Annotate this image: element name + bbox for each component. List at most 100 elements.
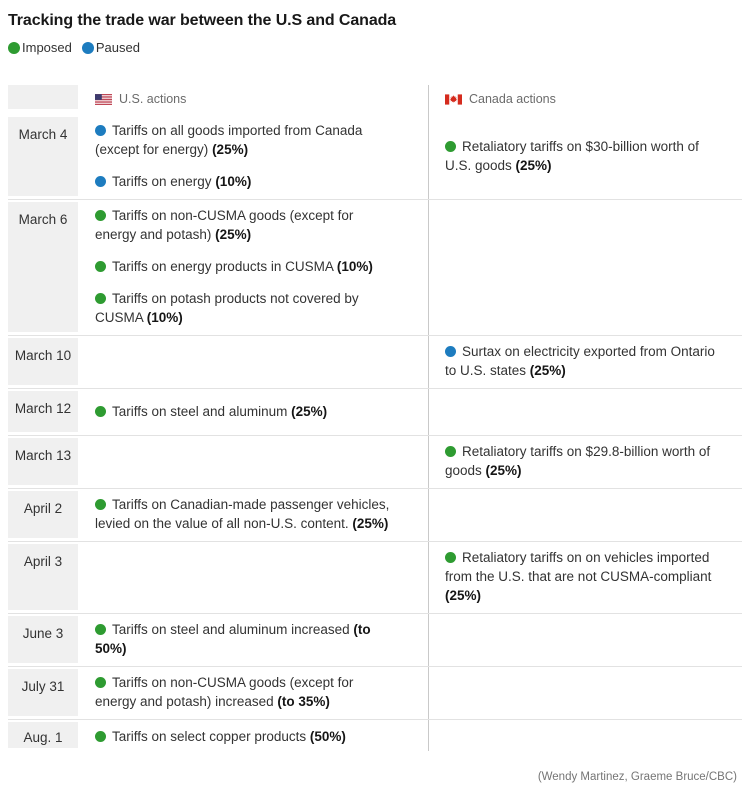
- canada-actions-cell: Surtax on electricity exported from Onta…: [428, 336, 742, 388]
- date-label: March 6: [18, 212, 68, 227]
- canada-actions-cell: [428, 720, 742, 751]
- action-item: Surtax on electricity exported from Onta…: [445, 342, 722, 380]
- date-column-header: [8, 85, 78, 109]
- action-item: Tariffs on all goods imported from Canad…: [95, 121, 398, 159]
- action-rate: (25%): [529, 363, 566, 378]
- status-dot-icon: [95, 405, 106, 417]
- action-rate: (10%): [215, 174, 252, 189]
- us-actions-header: U.S. actions: [78, 85, 428, 115]
- action-text: Retaliatory tariffs on on vehicles impor…: [445, 550, 712, 584]
- date-label: July 31: [21, 679, 65, 694]
- canada-actions-cell: [428, 489, 742, 541]
- date-cell: Aug. 1: [8, 722, 78, 748]
- table-header-row: U.S. actions Canada actions: [8, 85, 742, 115]
- canada-flag-icon: [445, 93, 462, 105]
- date-cell: June 3: [8, 616, 78, 663]
- canada-actions-cell: [428, 389, 742, 435]
- action-item: Tariffs on Canadian-made passenger vehic…: [95, 495, 398, 533]
- canada-actions-cell: Retaliatory tariffs on $30-billion worth…: [428, 115, 742, 199]
- date-label: March 13: [14, 448, 72, 463]
- legend-label-imposed: Imposed: [22, 40, 72, 55]
- us-actions-cell: Tariffs on non-CUSMA goods (except for e…: [78, 200, 428, 335]
- paused-dot-icon: [81, 41, 94, 54]
- action-item: Tariffs on energy products in CUSMA (10%…: [95, 257, 398, 276]
- credit-line: (Wendy Martinez, Graeme Bruce/CBC): [537, 771, 737, 783]
- action-rate: (25%): [212, 142, 249, 157]
- date-cell: March 10: [8, 338, 78, 385]
- date-cell: March 12: [8, 391, 78, 432]
- action-item: Tariffs on energy (10%): [95, 172, 398, 191]
- action-text: Tariffs on non-CUSMA goods (except for e…: [95, 675, 354, 709]
- canada-actions-cell: [428, 614, 742, 666]
- us-flag-icon: [95, 93, 112, 105]
- date-cell: July 31: [8, 669, 78, 716]
- date-label: Aug. 1: [23, 730, 63, 745]
- action-text: Tariffs on steel and aluminum: [112, 403, 292, 419]
- date-cell: April 2: [8, 491, 78, 538]
- action-text: Tariffs on energy products in CUSMA: [112, 259, 337, 274]
- action-text: Retaliatory tariffs on $30-billion worth…: [445, 139, 699, 173]
- action-text: Retaliatory tariffs on $29.8-billion wor…: [445, 444, 711, 478]
- date-label: April 3: [23, 554, 63, 569]
- status-dot-icon: [95, 261, 106, 272]
- legend-item-imposed: Imposed: [8, 40, 72, 55]
- action-item: Tariffs on non-CUSMA goods (except for e…: [95, 206, 398, 244]
- us-actions-cell: [78, 336, 428, 388]
- date-label: March 4: [18, 127, 68, 142]
- action-item: Retaliatory tariffs on $30-billion worth…: [445, 137, 722, 175]
- us-actions-cell: Tariffs on steel and aluminum increased …: [78, 614, 428, 666]
- table-row: March 10 Surtax on electricity exported …: [8, 335, 742, 388]
- action-rate: (50%): [309, 728, 346, 744]
- table-row: Aug. 1 Tariffs on select copper products…: [8, 719, 742, 751]
- us-actions-cell: Tariffs on all goods imported from Canad…: [78, 115, 428, 199]
- table-row: March 13 Retaliatory tariffs on $29.8-bi…: [8, 435, 742, 488]
- table-row: July 31 Tariffs on non-CUSMA goods (exce…: [8, 666, 742, 719]
- canada-actions-header-label: Canada actions: [469, 92, 556, 106]
- status-dot-icon: [445, 346, 456, 357]
- table-row: April 3 Retaliatory tariffs on on vehicl…: [8, 541, 742, 613]
- action-rate: (10%): [146, 310, 183, 325]
- action-item: Tariffs on steel and aluminum increased …: [95, 620, 398, 658]
- action-rate: (25%): [445, 588, 482, 603]
- us-actions-cell: Tariffs on Canadian-made passenger vehic…: [78, 489, 428, 541]
- status-dot-icon: [95, 210, 106, 221]
- status-dot-icon: [95, 176, 106, 187]
- action-text: Tariffs on potash products not covered b…: [95, 291, 359, 325]
- action-text: Tariffs on select copper products: [112, 728, 310, 744]
- us-actions-cell: Tariffs on select copper products (50%): [78, 720, 428, 751]
- action-rate: (25%): [515, 158, 552, 173]
- table-row: March 12 Tariffs on steel and aluminum (…: [8, 388, 742, 435]
- action-rate: (to 35%): [277, 694, 330, 709]
- status-dot-icon: [95, 730, 106, 742]
- us-actions-cell: [78, 436, 428, 488]
- status-dot-icon: [95, 125, 106, 136]
- action-item: Retaliatory tariffs on $29.8-billion wor…: [445, 442, 722, 480]
- date-cell: April 3: [8, 544, 78, 610]
- status-dot-icon: [445, 552, 456, 563]
- date-cell: March 13: [8, 438, 78, 485]
- date-label: April 2: [23, 501, 63, 516]
- canada-actions-cell: [428, 200, 742, 335]
- action-text: Tariffs on non-CUSMA goods (except for e…: [95, 208, 354, 242]
- status-dot-icon: [95, 293, 106, 304]
- table-row: April 2 Tariffs on Canadian-made passeng…: [8, 488, 742, 541]
- action-rate: (25%): [291, 403, 328, 419]
- status-dot-icon: [445, 141, 456, 152]
- action-rate: (to 50%): [95, 622, 371, 656]
- table-row: March 4 Tariffs on all goods imported fr…: [8, 115, 742, 199]
- canada-actions-cell: Retaliatory tariffs on on vehicles impor…: [428, 542, 742, 613]
- date-label: March 12: [14, 401, 72, 416]
- canada-actions-header: Canada actions: [428, 85, 742, 115]
- status-dot-icon: [95, 677, 106, 688]
- us-actions-cell: Tariffs on non-CUSMA goods (except for e…: [78, 667, 428, 719]
- action-item: Tariffs on non-CUSMA goods (except for e…: [95, 673, 398, 711]
- status-dot-icon: [95, 624, 106, 635]
- action-rate: (10%): [336, 259, 373, 274]
- date-cell: March 6: [8, 202, 78, 332]
- action-text: Tariffs on Canadian-made passenger vehic…: [95, 497, 390, 531]
- table-row: June 3 Tariffs on steel and aluminum inc…: [8, 613, 742, 666]
- us-actions-cell: [78, 542, 428, 613]
- date-cell: March 4: [8, 117, 78, 196]
- us-actions-cell: Tariffs on steel and aluminum (25%): [78, 389, 428, 435]
